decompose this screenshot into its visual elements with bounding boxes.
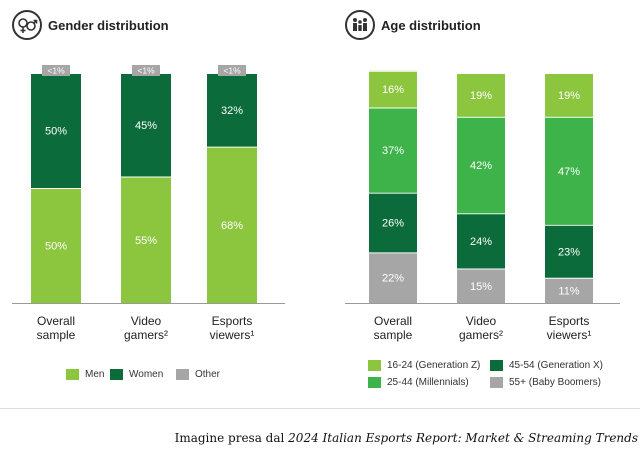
gender-bar-women-1 <box>121 73 171 177</box>
legend-item-gen-z: 16-24 (Generation Z) <box>368 360 480 371</box>
age-category-label-0-1: sample <box>374 328 413 342</box>
age-label-25-44-millennials-2: 47% <box>558 166 580 178</box>
gender-label-women-1: 45% <box>135 120 157 132</box>
age-bar-25-44-millennials-2 <box>545 116 593 225</box>
legend-swatch-millennials <box>368 377 381 388</box>
gender-label-other-2: <1% <box>223 66 241 76</box>
gender-panel-header: Gender distribution <box>12 10 169 40</box>
gender-label-men-0: 50% <box>45 241 67 253</box>
age-label-55-baby-boomers-1: 15% <box>470 281 492 293</box>
legend-item-men: Men <box>66 369 104 380</box>
age-category-label-0-0: Overall <box>374 314 412 328</box>
legend-item-other: Other <box>176 369 220 380</box>
gender-category-label-2-0: Esports <box>212 314 253 328</box>
legend-swatch-gen-z <box>368 360 381 371</box>
age-chart-title: Age distribution <box>381 17 481 33</box>
age-label-16-24-generation-z-0: 16% <box>382 84 404 96</box>
legend-swatch-women <box>110 369 123 380</box>
gender-label-other-1: <1% <box>137 66 155 76</box>
age-label-45-54-generation-x-0: 26% <box>382 218 404 230</box>
legend-swatch-baby-boomers <box>490 377 503 388</box>
age-bar-45-54-generation-x-0 <box>369 192 417 253</box>
legend-item-gen-x: 45-54 (Generation X) <box>490 360 603 371</box>
gender-bar-women-2 <box>207 73 257 147</box>
gender-bar-men-1 <box>121 176 171 303</box>
gender-label-men-2: 68% <box>221 220 243 232</box>
age-bar-16-24-generation-z-1 <box>457 73 505 117</box>
age-bar-45-54-generation-x-1 <box>457 213 505 269</box>
age-bar-25-44-millennials-1 <box>457 116 505 214</box>
age-bar-55-baby-boomers-2 <box>545 277 593 303</box>
age-category-label-2-0: Esports <box>549 314 590 328</box>
age-label-45-54-generation-x-2: 23% <box>558 246 580 258</box>
gender-label-men-1: 55% <box>135 235 157 247</box>
gender-bar-other-2 <box>218 65 246 76</box>
legend-item-millennials: 25-44 (Millennials) <box>368 377 469 388</box>
gender-category-label-2-1: viewers¹ <box>210 328 255 342</box>
gender-bar-other-0 <box>42 65 70 76</box>
age-bar-55-baby-boomers-1 <box>457 268 505 303</box>
gender-bar-other-1 <box>132 65 160 76</box>
gender-label-women-0: 50% <box>45 126 67 138</box>
age-category-label-1-0: Video <box>466 314 497 328</box>
gender-bar-men-2 <box>207 146 257 303</box>
gender-bar-women-0 <box>31 73 81 188</box>
age-bar-55-baby-boomers-0 <box>369 252 417 303</box>
age-label-45-54-generation-x-1: 24% <box>470 236 492 248</box>
gender-symbols-icon <box>12 10 42 40</box>
source-report-title: 2024 Italian Esports Report: Market & St… <box>288 431 638 445</box>
age-bar-45-54-generation-x-2 <box>545 224 593 278</box>
source-caption-text: Imagine presa dal 2024 Italian Esports R… <box>174 431 638 445</box>
age-label-16-24-generation-z-2: 19% <box>558 90 580 102</box>
gender-chart-title: Gender distribution <box>48 17 169 33</box>
age-category-label-1-1: gamers² <box>459 328 503 342</box>
age-label-16-24-generation-z-1: 19% <box>470 90 492 102</box>
gender-bar-men-0 <box>31 188 81 303</box>
gender-category-label-1-1: gamers² <box>124 328 168 342</box>
gender-category-label-0-1: sample <box>37 328 76 342</box>
age-bar-16-24-generation-z-2 <box>545 73 593 117</box>
age-category-label-2-1: viewers¹ <box>547 328 592 342</box>
legend-item-baby-boomers: 55+ (Baby Boomers) <box>490 377 601 388</box>
gender-category-label-1-0: Video <box>131 314 162 328</box>
age-label-55-baby-boomers-0: 22% <box>382 273 404 285</box>
age-bar-16-24-generation-z-0 <box>369 70 417 108</box>
people-group-icon <box>345 10 375 40</box>
gender-category-label-0-0: Overall <box>37 314 75 328</box>
legend-swatch-other <box>176 369 189 380</box>
age-label-25-44-millennials-1: 42% <box>470 160 492 172</box>
legend-item-women: Women <box>110 369 163 380</box>
legend-swatch-gen-x <box>490 360 503 371</box>
gender-label-women-2: 32% <box>221 105 243 117</box>
age-bar-25-44-millennials-0 <box>369 107 417 193</box>
charts-canvas: 50%50%<1%Overallsample55%45%<1%Videogame… <box>12 65 620 342</box>
legend-swatch-men <box>66 369 79 380</box>
age-panel-header: Age distribution <box>345 10 481 40</box>
source-caption: Imagine presa dal 2024 Italian Esports R… <box>0 408 640 445</box>
gender-label-other-0: <1% <box>47 66 65 76</box>
age-label-55-baby-boomers-2: 11% <box>558 285 579 297</box>
age-label-25-44-millennials-0: 37% <box>382 145 404 157</box>
